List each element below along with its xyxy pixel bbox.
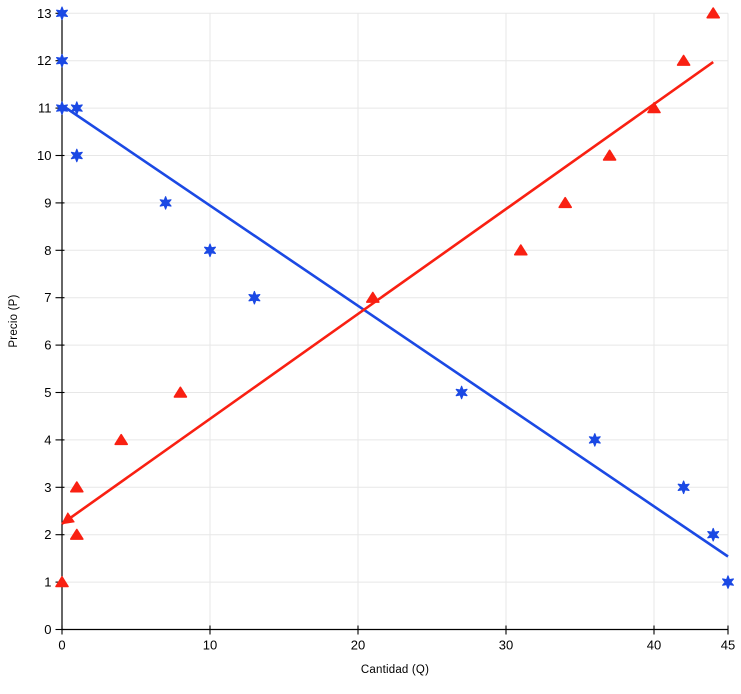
- y-tick-label: 11: [38, 101, 52, 116]
- supply-point-marker: [173, 386, 188, 398]
- supply-point-marker: [366, 291, 380, 303]
- y-tick-label: 10: [37, 148, 51, 163]
- y-tick-label: 13: [37, 6, 51, 21]
- x-tick-label: 40: [647, 638, 661, 653]
- y-axis-title: Precio (P): [8, 294, 20, 348]
- y-tick-label: 12: [37, 53, 51, 68]
- y-tick-label: 2: [44, 527, 51, 542]
- y-tick-label: 8: [44, 243, 51, 258]
- demand-point-marker: [677, 480, 690, 495]
- demand-point-marker: [588, 433, 601, 447]
- demand-point-marker: [455, 385, 468, 400]
- supply-point-marker: [676, 54, 691, 66]
- demand-trendline: [61, 104, 729, 558]
- y-tick-label: 3: [44, 480, 51, 495]
- supply-trendline: [61, 61, 714, 525]
- demand-point-marker: [56, 6, 68, 21]
- demand-point-marker: [56, 53, 68, 68]
- x-tick-label: 30: [499, 638, 513, 653]
- supply-point-marker: [70, 481, 84, 493]
- supply-point-marker: [706, 7, 720, 19]
- x-tick-label: 45: [721, 638, 735, 653]
- supply-point-marker: [70, 528, 84, 540]
- y-tick-label: 0: [44, 622, 51, 637]
- supply-point-marker: [55, 576, 69, 588]
- supply-point-marker: [602, 149, 617, 161]
- y-tick-label: 7: [44, 290, 51, 305]
- supply-point-marker: [114, 433, 128, 446]
- demand-point-marker: [56, 101, 68, 115]
- demand-point-marker: [70, 148, 83, 163]
- x-tick-label: 0: [58, 638, 65, 653]
- supply-point-marker: [647, 102, 661, 114]
- demand-point-marker: [159, 196, 172, 210]
- demand-point-marker: [248, 290, 261, 305]
- y-tick-label: 4: [44, 432, 51, 447]
- x-tick-label: 20: [351, 638, 365, 653]
- y-tick-label: 9: [44, 195, 51, 210]
- x-axis-title: Cantidad (Q): [360, 664, 430, 676]
- demand-point-marker: [722, 575, 734, 589]
- y-tick-label: 5: [44, 385, 51, 400]
- demand-point-marker: [707, 527, 720, 542]
- supply-trendline-arrowhead-icon: [61, 512, 75, 525]
- demand-point-marker: [204, 243, 216, 258]
- supply-point-marker: [514, 244, 528, 256]
- y-tick-label: 1: [44, 575, 51, 590]
- x-tick-label: 10: [203, 638, 217, 653]
- demand-point-marker: [70, 101, 83, 115]
- supply-point-marker: [558, 196, 572, 209]
- y-tick-label: 6: [44, 338, 51, 353]
